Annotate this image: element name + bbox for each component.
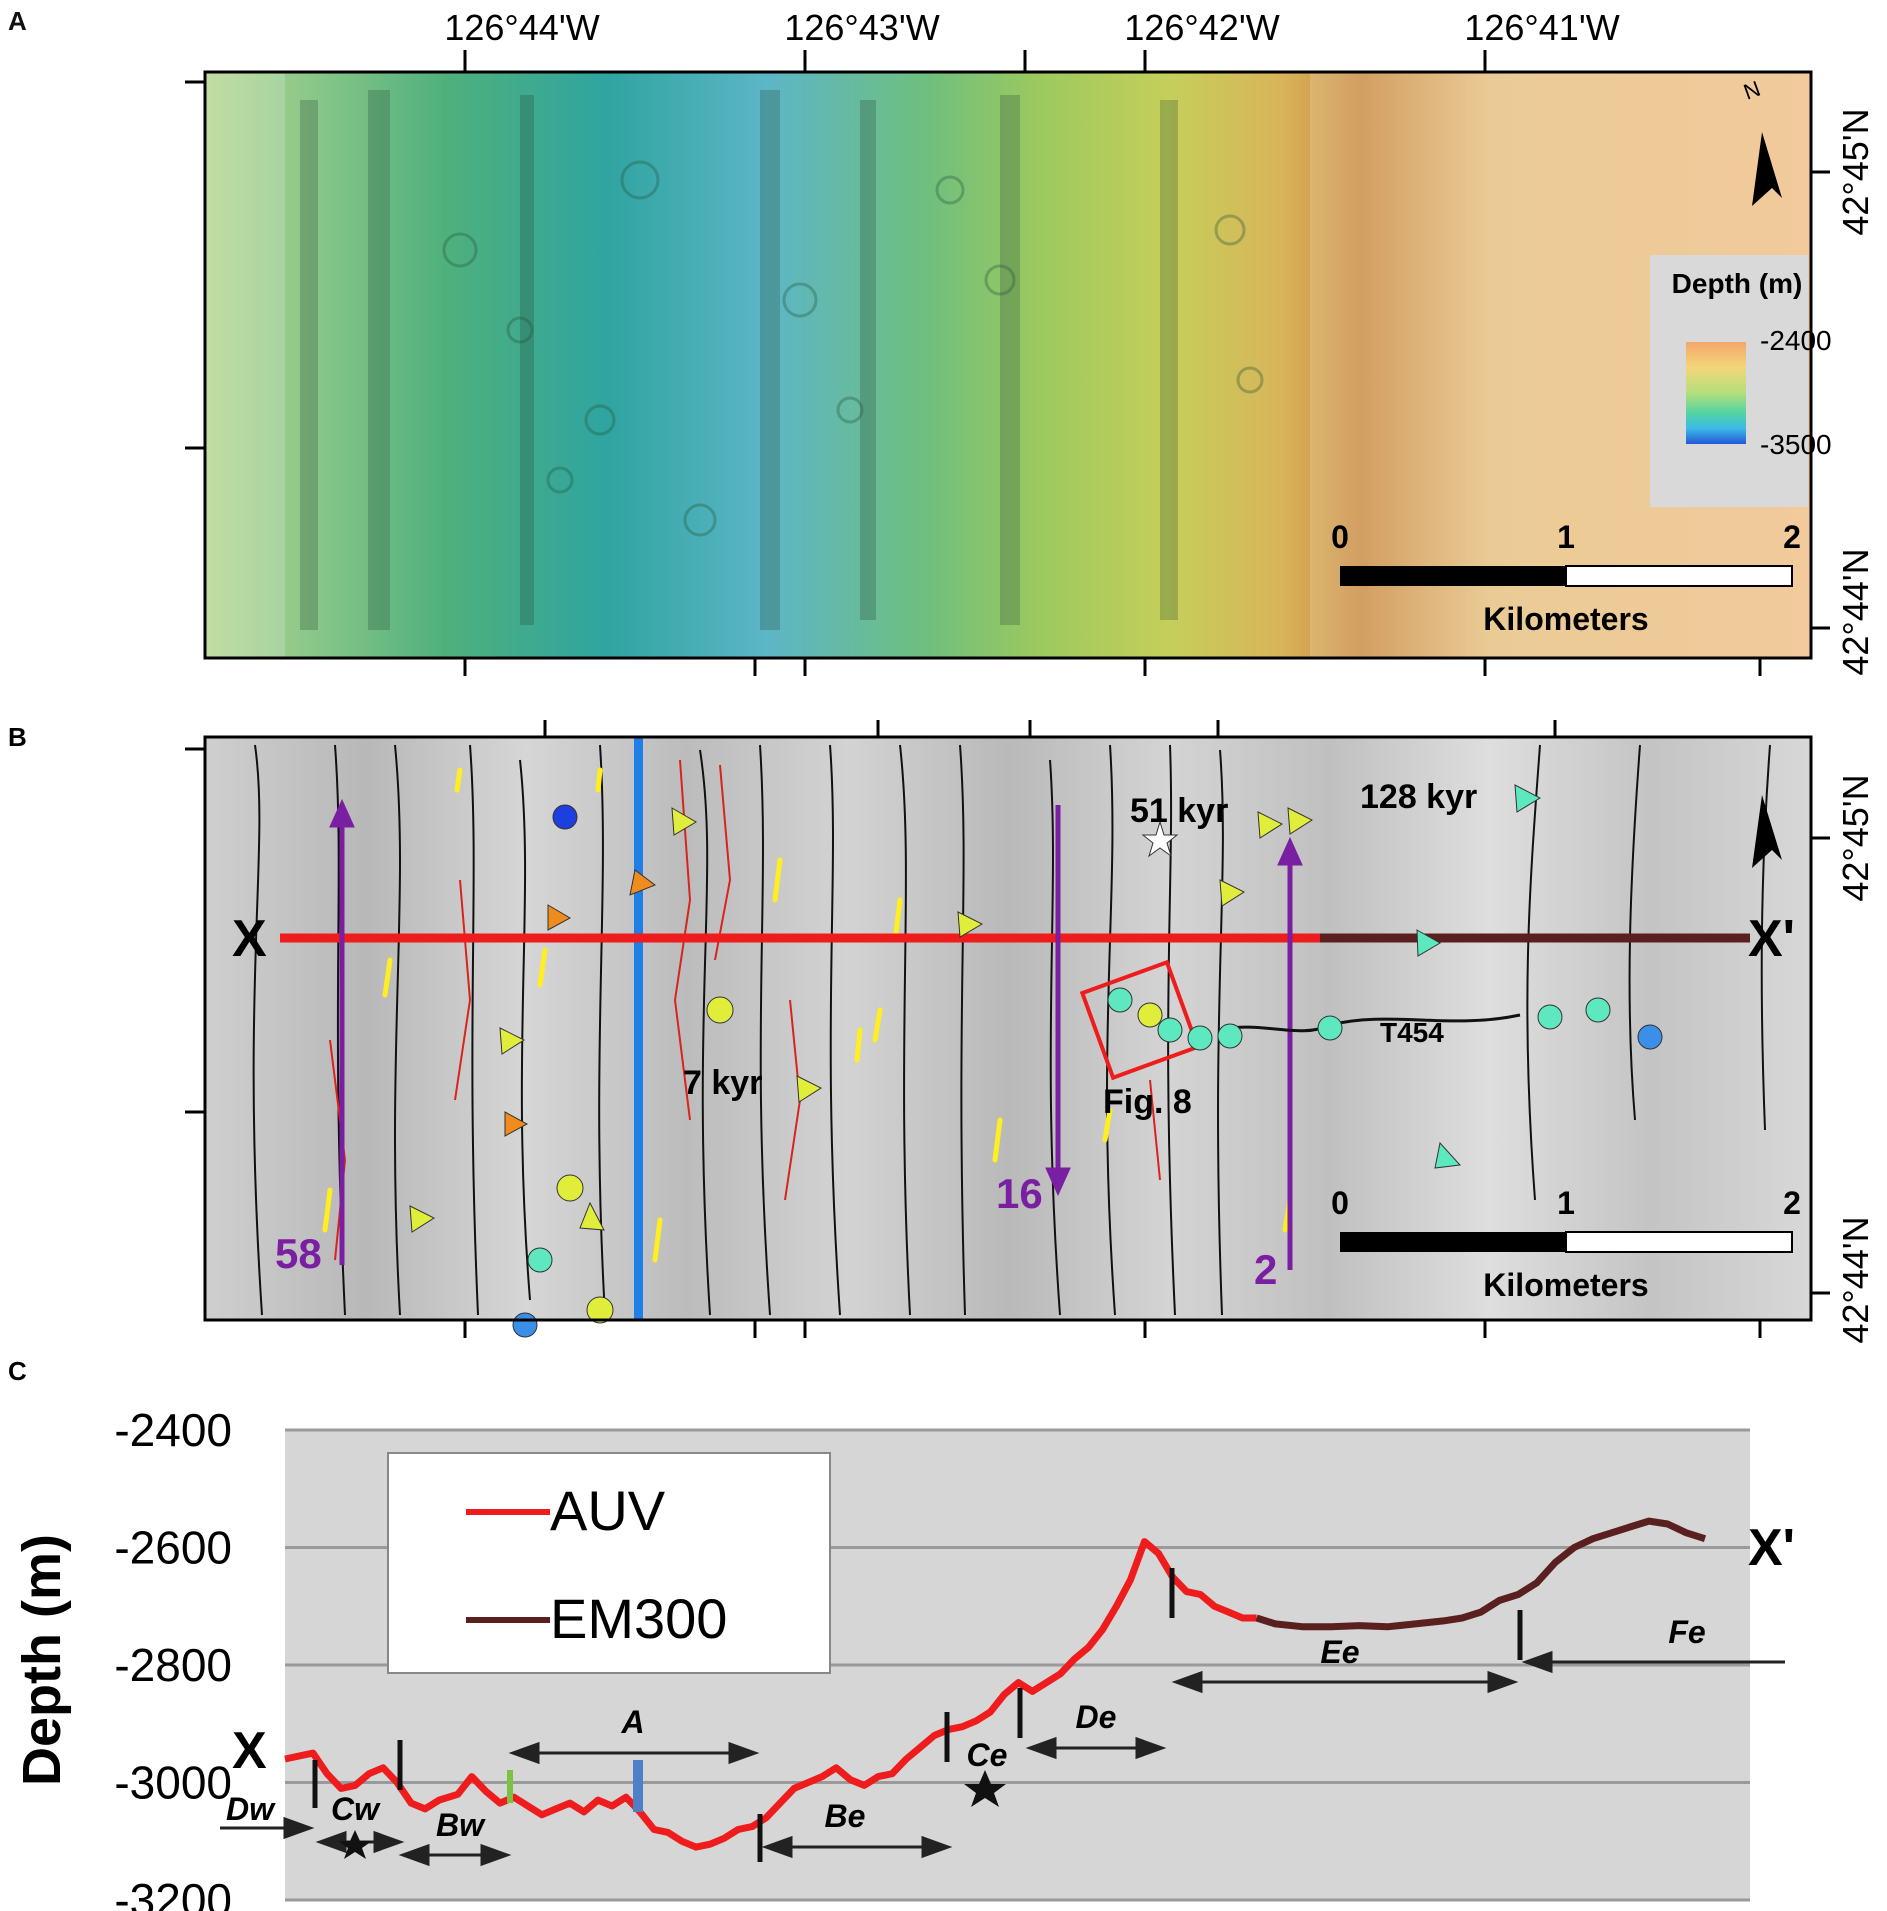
chart-end-label: X' — [1748, 1519, 1795, 1577]
scale-b-tick-0: 0 — [1331, 1185, 1349, 1221]
chart-y-ticks: -2400 -2600 -2800 -3000 -3200 — [114, 1404, 232, 1911]
depth-legend: Depth (m) -2400 -3500 — [1650, 255, 1832, 507]
dive-label-2: 2 — [1254, 1246, 1277, 1293]
y-tick-label: -3000 — [114, 1757, 232, 1809]
segment-label-a: A — [620, 1704, 644, 1740]
age-label-7: 7 kyr — [683, 1064, 762, 1102]
series-line-auv — [284, 1538, 1257, 1851]
scale-a-tick-2: 2 — [1783, 519, 1801, 555]
dive-label-16: 16 — [996, 1170, 1043, 1217]
scale-b-tick-1: 1 — [1557, 1185, 1575, 1221]
y-tick-label: -3200 — [114, 1874, 232, 1911]
panel-c-letter: C — [8, 1356, 27, 1386]
y-tick-label: -2600 — [114, 1522, 232, 1574]
scale-b-unit: Kilometers — [1483, 1267, 1648, 1303]
dive-label-58: 58 — [275, 1230, 322, 1277]
segment-label-bw: Bw — [436, 1807, 486, 1843]
legend-min: -3500 — [1760, 429, 1832, 460]
segment-label-fe: Fe — [1668, 1614, 1705, 1650]
fig-label: Fig. 8 — [1103, 1083, 1192, 1121]
lon-label-41: 126°41'W — [1464, 7, 1619, 48]
panel-b-map — [185, 720, 1830, 1338]
scale-bar-b: 0 1 2 Kilometers — [1331, 1185, 1801, 1303]
segment-label-dw: Dw — [226, 1791, 276, 1827]
segment-label-be: Be — [825, 1798, 866, 1834]
segment-label-de: De — [1076, 1699, 1117, 1735]
scale-bar-a: 0 1 2 Kilometers — [1331, 519, 1801, 637]
panel-b-letter: B — [8, 722, 27, 752]
lat-label-a-44: 42°44'N — [1835, 548, 1876, 675]
segment-label-cw: Cw — [331, 1791, 381, 1827]
scale-a-unit: Kilometers — [1483, 601, 1648, 637]
scale-a-tick-1: 1 — [1557, 519, 1575, 555]
chart-y-label: Depth (m) — [12, 1534, 72, 1786]
segment-label-ee: Ee — [1320, 1634, 1359, 1670]
panel-a-map — [185, 50, 1830, 676]
age-label-128: 128 kyr — [1360, 778, 1477, 816]
legend-label-em300: EM300 — [550, 1587, 727, 1650]
lat-label-a-45: 42°45'N — [1835, 108, 1876, 235]
profile-start-label: X — [232, 910, 267, 968]
chart-start-label: X — [232, 1722, 267, 1780]
lon-label-43: 126°43'W — [784, 7, 939, 48]
series-line-em300 — [1255, 1517, 1707, 1631]
north-arrow-b-icon — [1752, 795, 1782, 868]
lat-label-b-45: 42°45'N — [1835, 774, 1876, 901]
chart-series — [284, 1517, 1707, 1851]
legend-label-auv: AUV — [550, 1479, 666, 1542]
scale-b-tick-2: 2 — [1783, 1185, 1801, 1221]
scale-a-tick-0: 0 — [1331, 519, 1349, 555]
legend-title: Depth (m) — [1672, 268, 1803, 299]
lon-label-44: 126°44'W — [444, 7, 599, 48]
chart-legend: AUV EM300 — [387, 1452, 831, 1674]
lon-label-42: 126°42'W — [1124, 7, 1279, 48]
segment-label-ce: Ce — [967, 1737, 1008, 1773]
y-tick-label: -2400 — [114, 1404, 232, 1456]
track-label: T454 — [1380, 1017, 1444, 1048]
lat-label-b-44: 42°44'N — [1835, 1216, 1876, 1343]
panel-a-letter: A — [8, 6, 27, 36]
legend-max: -2400 — [1760, 325, 1832, 356]
age-label-51: 51 kyr — [1130, 792, 1228, 830]
y-tick-label: -2800 — [114, 1639, 232, 1691]
depth-profile-chart: -2400 -2600 -2800 -3000 -3200 AUV EM300 Dept… — [12, 1404, 1795, 1911]
profile-end-label: X' — [1748, 910, 1795, 968]
